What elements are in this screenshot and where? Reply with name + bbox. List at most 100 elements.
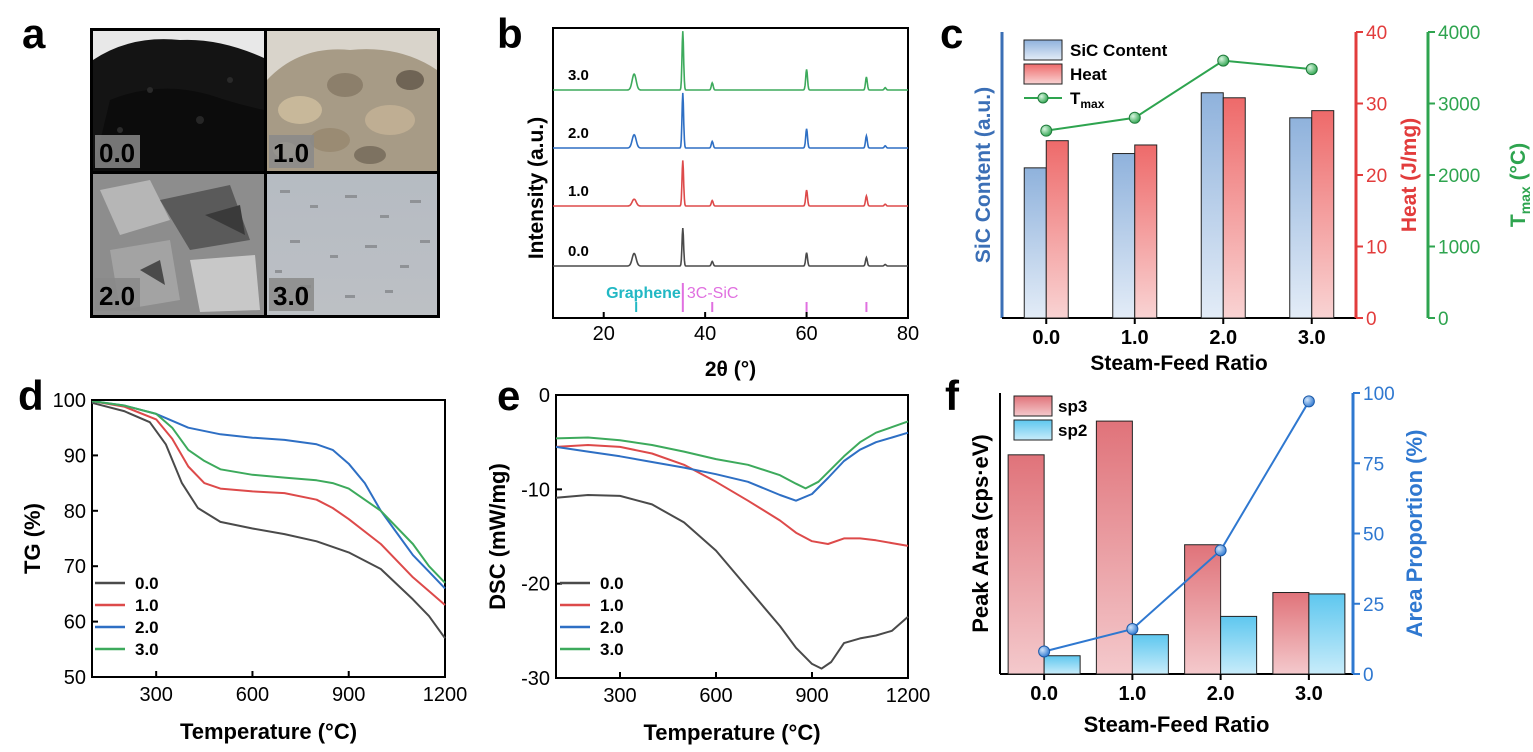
legend-swatch-sp3 [1013,395,1053,417]
heat-tick-label: 20 [1366,166,1387,187]
plot-frame [555,394,909,679]
right-tick-label: 0 [1363,665,1374,686]
x-tick-label: 60 [795,323,817,345]
svg-text:2.0: 2.0 [99,281,135,311]
heat-tick-label: 30 [1366,95,1387,116]
y-tick-label: 100 [53,390,86,412]
x-tick-label: 1200 [423,684,468,706]
y-axis-label-right: Area Proportion (%) [1402,430,1427,638]
curve-2.0 [91,400,446,590]
legend-label-3.0: 3.0 [600,640,624,659]
photo-label-2-0: 2.0 [95,278,140,311]
right-tick-label: 50 [1363,525,1384,546]
tmax-tick-label: 2000 [1438,166,1480,187]
panel-letter-f: f [945,372,960,419]
right-tick-label: 100 [1363,384,1395,405]
curve-0.0 [91,401,446,639]
x-tick-label: 40 [694,323,716,345]
xrd-chart: 0.0 1.0 2.0 3.0 Graphene 3C-SiC 20 40 60 80 2θ (°)… [525,27,919,381]
y-tick-label: 60 [64,612,86,634]
photo-label-0-0: 0.0 [95,135,140,168]
y-tick-label: -10 [521,479,550,501]
x-axis-label: Temperature (°C) [643,720,820,745]
legend-label-1.0: 1.0 [600,596,624,615]
y-tick-label: 70 [64,556,86,578]
heat-tick-label: 40 [1366,23,1387,44]
x-tick-label: 20 [593,323,615,345]
y-axis-label: Intensity (a.u.) [525,117,548,259]
trace-label-2.0: 2.0 [568,125,589,142]
y-tick-label: 90 [64,445,86,467]
panel-letter-e: e [497,372,520,419]
legend-swatch-heat [1023,63,1063,85]
legend-label-tmax: Tmax [1070,89,1105,111]
svg-text:0.0: 0.0 [99,138,135,168]
legend-marker-tmax [1037,92,1049,104]
legend-label-sp3: sp3 [1058,397,1087,416]
x-tick-label: 2.0 [1209,327,1237,349]
legend-swatch-sic [1023,39,1063,61]
curve-1.0 [91,400,446,606]
dsc-chart: 300 600 900 1200 -30 -20 -10 0 0.0 1.0 2.0 3.0 Tempe… [485,385,930,745]
bar-heat-1.0 [1134,144,1158,319]
x-axis-label: 2θ (°) [705,358,756,381]
bar-sp3-2.0 [1184,544,1222,675]
plot-frame [91,399,446,678]
x-tick-label: 1.0 [1118,683,1146,705]
svg-text:3.0: 3.0 [273,281,309,311]
trace-label-0.0: 0.0 [568,243,589,260]
photo-label-1-0: 1.0 [269,135,314,168]
legend-label-0.0: 0.0 [135,574,159,593]
curve-2.0 [555,431,909,502]
trace-label-1.0: 1.0 [568,183,589,200]
peak-area-chart: 0 25 50 75 100 0.0 1.0 2.0 3.0 sp3 sp2 Steam-Feed R… [968,384,1427,737]
x-tick-label: 300 [139,684,172,706]
photo-grid: 0.0 1.0 2.0 3.0 [90,28,440,318]
right-tick-label: 75 [1363,454,1384,475]
panel-letter-c: c [940,10,963,57]
proportion-point-3.0 [1302,395,1315,408]
bar-sic-1.0 [1112,153,1136,319]
bar-sp3-0.0 [1007,454,1045,675]
sic-label: 3C-SiC [687,285,739,302]
x-tick-label: 1.0 [1121,327,1149,349]
x-tick-label: 0.0 [1032,327,1060,349]
y-tick-label: -30 [521,668,550,690]
tmax-tick-label: 3000 [1438,95,1480,116]
y-axis-label-tmax-unit: (°C) [1507,143,1530,186]
tmax-tick-label: 0 [1438,309,1449,330]
y-axis-label-left: Peak Area (cps·eV) [968,434,993,633]
photo-label-3-0: 3.0 [269,278,314,311]
x-tick-label: 300 [603,685,636,707]
panel-letter-d: d [18,372,44,419]
proportion-point-1.0 [1126,623,1139,636]
panel-letter-b: b [497,10,523,57]
tmax-tick-label: 1000 [1438,238,1480,259]
y-tick-label: -20 [521,574,550,596]
xrd-trace-3.0 [553,31,908,91]
legend-label-sp2: sp2 [1058,421,1087,440]
x-tick-label: 3.0 [1298,327,1326,349]
graphene-label: Graphene [606,285,681,302]
x-tick-label: 1200 [886,685,931,707]
bar-heat-3.0 [1311,110,1335,319]
x-axis-label: Steam-Feed Ratio [1084,712,1270,737]
x-tick-label: 900 [795,685,828,707]
x-tick-label: 600 [699,685,732,707]
legend-label-3.0: 3.0 [135,640,159,659]
y-axis-label: DSC (mW/mg) [485,463,510,610]
bar-sp2-2.0 [1220,615,1258,675]
curve-0.0 [555,494,909,670]
y-axis-label-sic: SiC Content (a.u.) [972,87,995,263]
x-tick-label: 80 [897,323,919,345]
bar-sp2-0.0 [1043,655,1081,675]
curve-1.0 [555,444,909,547]
legend-label-2.0: 2.0 [600,618,624,637]
proportion-line [1043,400,1310,653]
heat-tick-label: 0 [1366,309,1377,330]
x-axis-label: Temperature (°C) [180,719,357,744]
y-axis-label-tmax-sub: max [1517,186,1533,214]
proportion-point-0.0 [1038,645,1051,658]
bar-sp2-3.0 [1308,593,1346,675]
